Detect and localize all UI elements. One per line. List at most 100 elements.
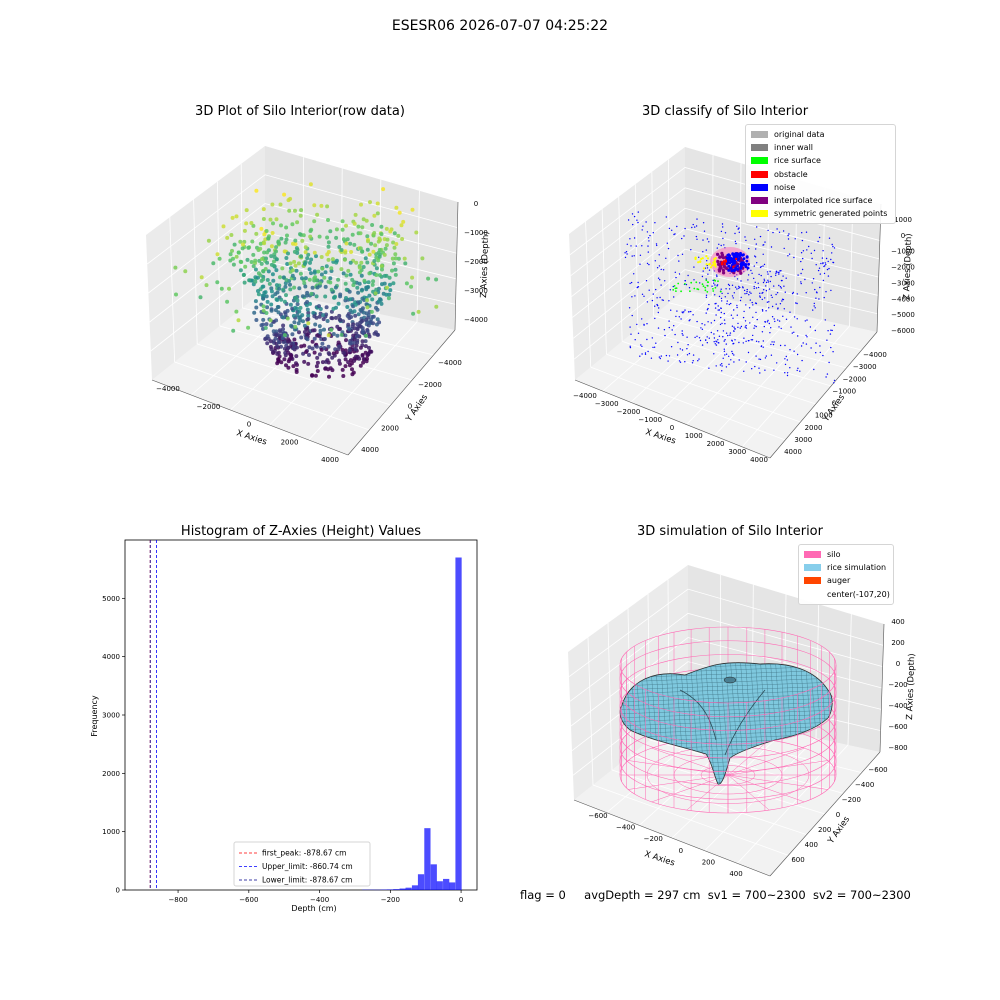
noise-point: [773, 341, 775, 343]
data-point: [308, 229, 313, 233]
noise-point: [683, 235, 685, 237]
data-point: [285, 316, 290, 321]
data-point: [239, 260, 244, 264]
data-point: [391, 261, 396, 266]
noise-point: [688, 320, 690, 322]
rice-surface-point: [712, 290, 715, 292]
noise-point: [723, 244, 725, 246]
data-point: [286, 346, 290, 350]
data-point: [354, 354, 358, 359]
noise-point: [740, 296, 742, 299]
legend-item: interpolated rice surface: [751, 194, 890, 207]
data-point: [392, 231, 397, 236]
classify-plot-title: 3D classify of Silo Interior: [641, 104, 809, 119]
noise-point: [671, 329, 673, 331]
noise-point: [652, 293, 654, 295]
y-tick-label: 4000: [361, 446, 379, 454]
noise-point: [722, 330, 725, 332]
surface-ridge: [679, 689, 717, 741]
noise-point: [733, 330, 735, 332]
noise-point: [716, 341, 718, 343]
rice-surface-point: [684, 283, 686, 285]
data-point: [275, 361, 280, 366]
data-point: [349, 250, 354, 254]
noise-point: [766, 321, 769, 323]
noise-point: [732, 253, 736, 256]
grid-line: [658, 307, 768, 414]
noise-point: [629, 282, 631, 285]
noise-point: [800, 252, 803, 254]
data-point: [318, 328, 323, 333]
noise-point: [731, 284, 734, 286]
noise-point: [717, 305, 719, 307]
z-tick-label: −3000: [891, 279, 915, 287]
data-point: [374, 273, 379, 277]
data-point: [360, 287, 365, 292]
data-point: [416, 309, 421, 314]
data-point: [298, 305, 303, 310]
data-point: [409, 284, 414, 289]
data-point: [367, 293, 372, 298]
data-point: [215, 252, 220, 257]
data-point: [268, 318, 273, 323]
noise-point: [777, 271, 779, 273]
noise-point: [718, 309, 721, 311]
data-point: [249, 221, 254, 225]
data-point: [333, 315, 338, 320]
noise-point: [759, 292, 761, 294]
data-point: [299, 335, 304, 340]
raw-data-plot-title: 3D Plot of Silo Interior(row data): [195, 104, 405, 119]
data-point: [345, 237, 350, 242]
data-point: [312, 336, 317, 341]
data-point: [372, 331, 377, 336]
data-point: [357, 281, 362, 286]
data-point: [316, 269, 321, 274]
z-tick-label: −400: [888, 702, 907, 710]
data-point: [307, 345, 312, 350]
noise-point: [763, 280, 766, 282]
data-point: [274, 217, 279, 222]
noise-point: [649, 234, 651, 237]
noise-point: [675, 276, 677, 279]
noise-point: [793, 256, 795, 259]
data-point: [288, 261, 293, 266]
x-tick-label: 2000: [281, 438, 299, 446]
noise-point: [743, 337, 745, 339]
rice-surface-point: [701, 283, 704, 286]
data-point: [279, 236, 284, 241]
noise-point: [769, 270, 771, 273]
data-point: [290, 306, 295, 311]
noise-point: [773, 369, 775, 371]
noise-point: [802, 342, 804, 344]
data-point: [388, 282, 392, 287]
data-point: [236, 318, 241, 323]
noise-point: [681, 237, 683, 240]
noise-point: [712, 279, 714, 282]
data-point: [360, 352, 365, 357]
noise-point: [749, 322, 751, 324]
noise-point: [787, 238, 790, 240]
noise-point: [753, 285, 755, 288]
noise-point: [767, 273, 769, 275]
noise-point: [831, 252, 833, 254]
noise-point: [734, 266, 738, 270]
data-point: [274, 257, 279, 262]
data-point: [288, 302, 293, 307]
noise-point: [630, 281, 633, 284]
noise-point: [663, 329, 666, 331]
data-point: [306, 361, 311, 366]
rice-surface-point: [673, 285, 676, 287]
noise-point: [784, 291, 786, 293]
data-point: [310, 328, 315, 333]
noise-point: [691, 226, 693, 229]
data-point: [322, 275, 327, 280]
data-point: [366, 239, 370, 244]
noise-point: [662, 269, 665, 271]
data-point: [328, 276, 333, 281]
data-point: [361, 360, 366, 365]
noise-point: [818, 236, 821, 239]
noise-point: [783, 285, 785, 287]
data-point: [336, 347, 341, 352]
noise-point: [833, 324, 835, 327]
